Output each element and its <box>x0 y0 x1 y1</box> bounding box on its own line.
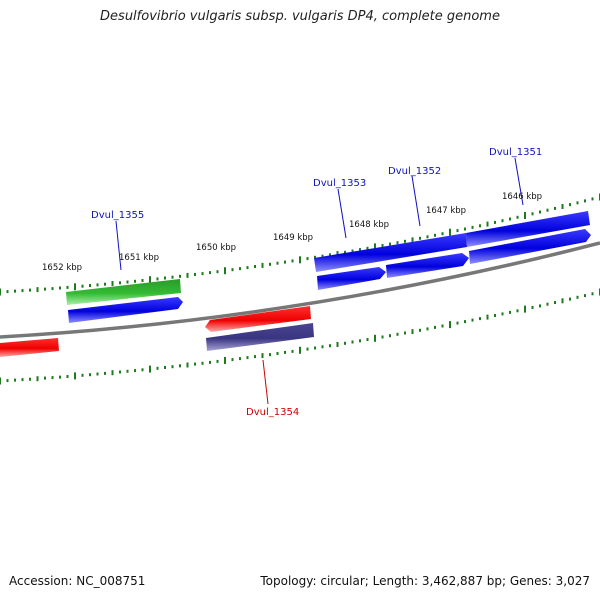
scale-label: 1647 kbp <box>426 206 466 216</box>
gene-arrow[interactable] <box>466 211 590 247</box>
gene-label[interactable]: Dvul_1352 <box>388 166 441 177</box>
genome-stats-text: Topology: circular; Length: 3,462,887 bp… <box>260 574 590 588</box>
label-leader-line <box>514 157 524 206</box>
gene-arrow[interactable] <box>66 279 181 305</box>
gene-arrow[interactable] <box>317 267 386 290</box>
scale-label: 1649 kbp <box>273 233 313 243</box>
gene-arrow[interactable] <box>206 323 314 351</box>
inner-tick-track <box>0 288 600 385</box>
scale-label: 1652 kbp <box>42 263 82 273</box>
outer-tick-track <box>0 193 600 296</box>
label-leader-line <box>262 359 269 405</box>
gene-label[interactable]: Dvul_1351 <box>489 147 542 158</box>
label-leader-line <box>115 220 122 271</box>
gene-arrow[interactable] <box>205 306 311 332</box>
genome-backbone <box>0 241 600 339</box>
accession-text: Accession: NC_008751 <box>9 574 146 588</box>
scale-label: 1648 kbp <box>349 220 389 230</box>
gene-arrow[interactable] <box>386 253 469 278</box>
scale-label: 1651 kbp <box>119 253 159 263</box>
gene-arrow[interactable] <box>469 229 591 264</box>
gene-arrow[interactable] <box>314 233 467 272</box>
gene-arrow[interactable] <box>68 297 183 323</box>
gene-label[interactable]: Dvul_1355 <box>91 210 144 221</box>
label-leader-line <box>337 188 347 239</box>
label-leader-line <box>411 175 421 227</box>
gene-label[interactable]: Dvul_1354 <box>246 407 299 418</box>
gene-arrow[interactable] <box>0 338 59 357</box>
gene-label[interactable]: Dvul_1353 <box>313 178 366 189</box>
map-title: Desulfovibrio vulgaris subsp. vulgaris D… <box>100 9 500 24</box>
scale-label: 1650 kbp <box>196 243 236 253</box>
